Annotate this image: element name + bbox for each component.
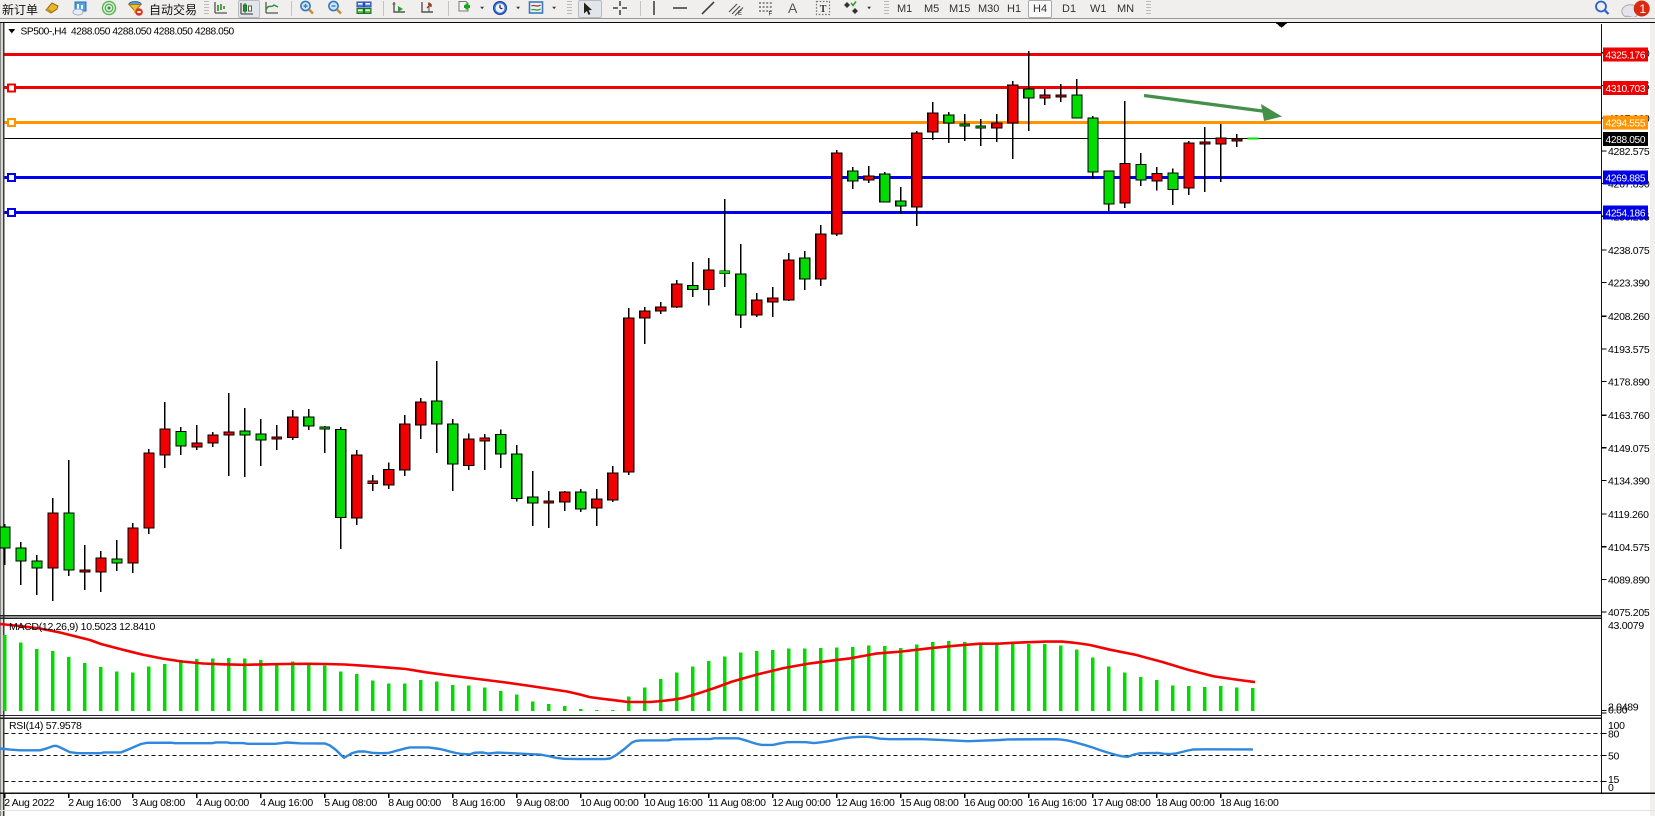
svg-text:16 Aug 00:00: 16 Aug 00:00: [964, 797, 1023, 809]
svg-text:4075.205: 4075.205: [1608, 607, 1650, 619]
svg-text:4282.575: 4282.575: [1608, 146, 1650, 158]
svg-text:4134.390: 4134.390: [1608, 476, 1650, 488]
svg-text:MACD(12,26,9) 10.5023 12.8410: MACD(12,26,9) 10.5023 12.8410: [9, 621, 155, 633]
svg-text:10 Aug 16:00: 10 Aug 16:00: [644, 797, 703, 809]
svg-text:15 Aug 08:00: 15 Aug 08:00: [900, 797, 959, 809]
svg-text:8 Aug 00:00: 8 Aug 00:00: [388, 797, 441, 809]
svg-text:15: 15: [1608, 774, 1620, 786]
svg-text:4193.575: 4193.575: [1608, 344, 1650, 356]
svg-text:9 Aug 08:00: 9 Aug 08:00: [516, 797, 569, 809]
svg-text:3 Aug 08:00: 3 Aug 08:00: [132, 797, 185, 809]
svg-text:4238.075: 4238.075: [1608, 245, 1650, 257]
svg-text:8 Aug 16:00: 8 Aug 16:00: [452, 797, 505, 809]
svg-text:11 Aug 08:00: 11 Aug 08:00: [708, 797, 766, 809]
svg-text:43.0079: 43.0079: [1608, 620, 1644, 632]
svg-text:4104.575: 4104.575: [1608, 542, 1650, 554]
svg-text:100: 100: [1608, 720, 1625, 732]
svg-text:F: F: [769, 12, 773, 17]
svg-text:4163.760: 4163.760: [1608, 410, 1650, 422]
svg-text:50: 50: [1608, 750, 1620, 762]
svg-text:4288.050: 4288.050: [1606, 135, 1646, 146]
svg-text:4178.890: 4178.890: [1608, 377, 1650, 389]
svg-text:18 Aug 00:00: 18 Aug 00:00: [1156, 797, 1215, 809]
svg-text:SP500-,H4 4288.050 4288.050 4: SP500-,H4 4288.050 4288.050 4288.050 428…: [21, 27, 235, 38]
svg-text:4 Aug 00:00: 4 Aug 00:00: [196, 797, 249, 809]
svg-text:4310.703: 4310.703: [1606, 84, 1646, 95]
svg-text:E: E: [738, 11, 742, 16]
svg-text:5 Aug 08:00: 5 Aug 08:00: [324, 797, 377, 809]
svg-text:0.00: 0.00: [1608, 705, 1628, 717]
svg-text:4269.885: 4269.885: [1606, 173, 1646, 184]
svg-text:10 Aug 00:00: 10 Aug 00:00: [580, 797, 639, 809]
svg-text:2 Aug 2022: 2 Aug 2022: [4, 797, 55, 809]
svg-text:4254.186: 4254.186: [1606, 208, 1646, 219]
svg-text:0: 0: [1608, 782, 1614, 794]
svg-text:12 Aug 16:00: 12 Aug 16:00: [836, 797, 895, 809]
svg-text:4 Aug 16:00: 4 Aug 16:00: [260, 797, 313, 809]
svg-text:2.0489: 2.0489: [1608, 702, 1639, 714]
svg-text:4149.075: 4149.075: [1608, 443, 1650, 455]
svg-text:4089.890: 4089.890: [1608, 574, 1650, 586]
svg-text:4119.260: 4119.260: [1608, 509, 1649, 521]
svg-text:17 Aug 08:00: 17 Aug 08:00: [1092, 797, 1151, 809]
svg-text:12 Aug 00:00: 12 Aug 00:00: [772, 797, 831, 809]
svg-text:T: T: [820, 4, 827, 15]
svg-text:18 Aug 16:00: 18 Aug 16:00: [1220, 797, 1279, 809]
svg-text:4223.390: 4223.390: [1608, 278, 1650, 290]
svg-text:16 Aug 16:00: 16 Aug 16:00: [1028, 797, 1087, 809]
svg-text:2 Aug 16:00: 2 Aug 16:00: [68, 797, 121, 809]
svg-text:1: 1: [1639, 2, 1646, 16]
svg-text:80: 80: [1608, 728, 1620, 740]
svg-text:4294.555: 4294.555: [1606, 118, 1646, 129]
svg-text:RSI(14) 57.9578: RSI(14) 57.9578: [9, 720, 82, 732]
svg-text:4325.176: 4325.176: [1606, 50, 1646, 61]
svg-text:4208.260: 4208.260: [1608, 311, 1650, 323]
